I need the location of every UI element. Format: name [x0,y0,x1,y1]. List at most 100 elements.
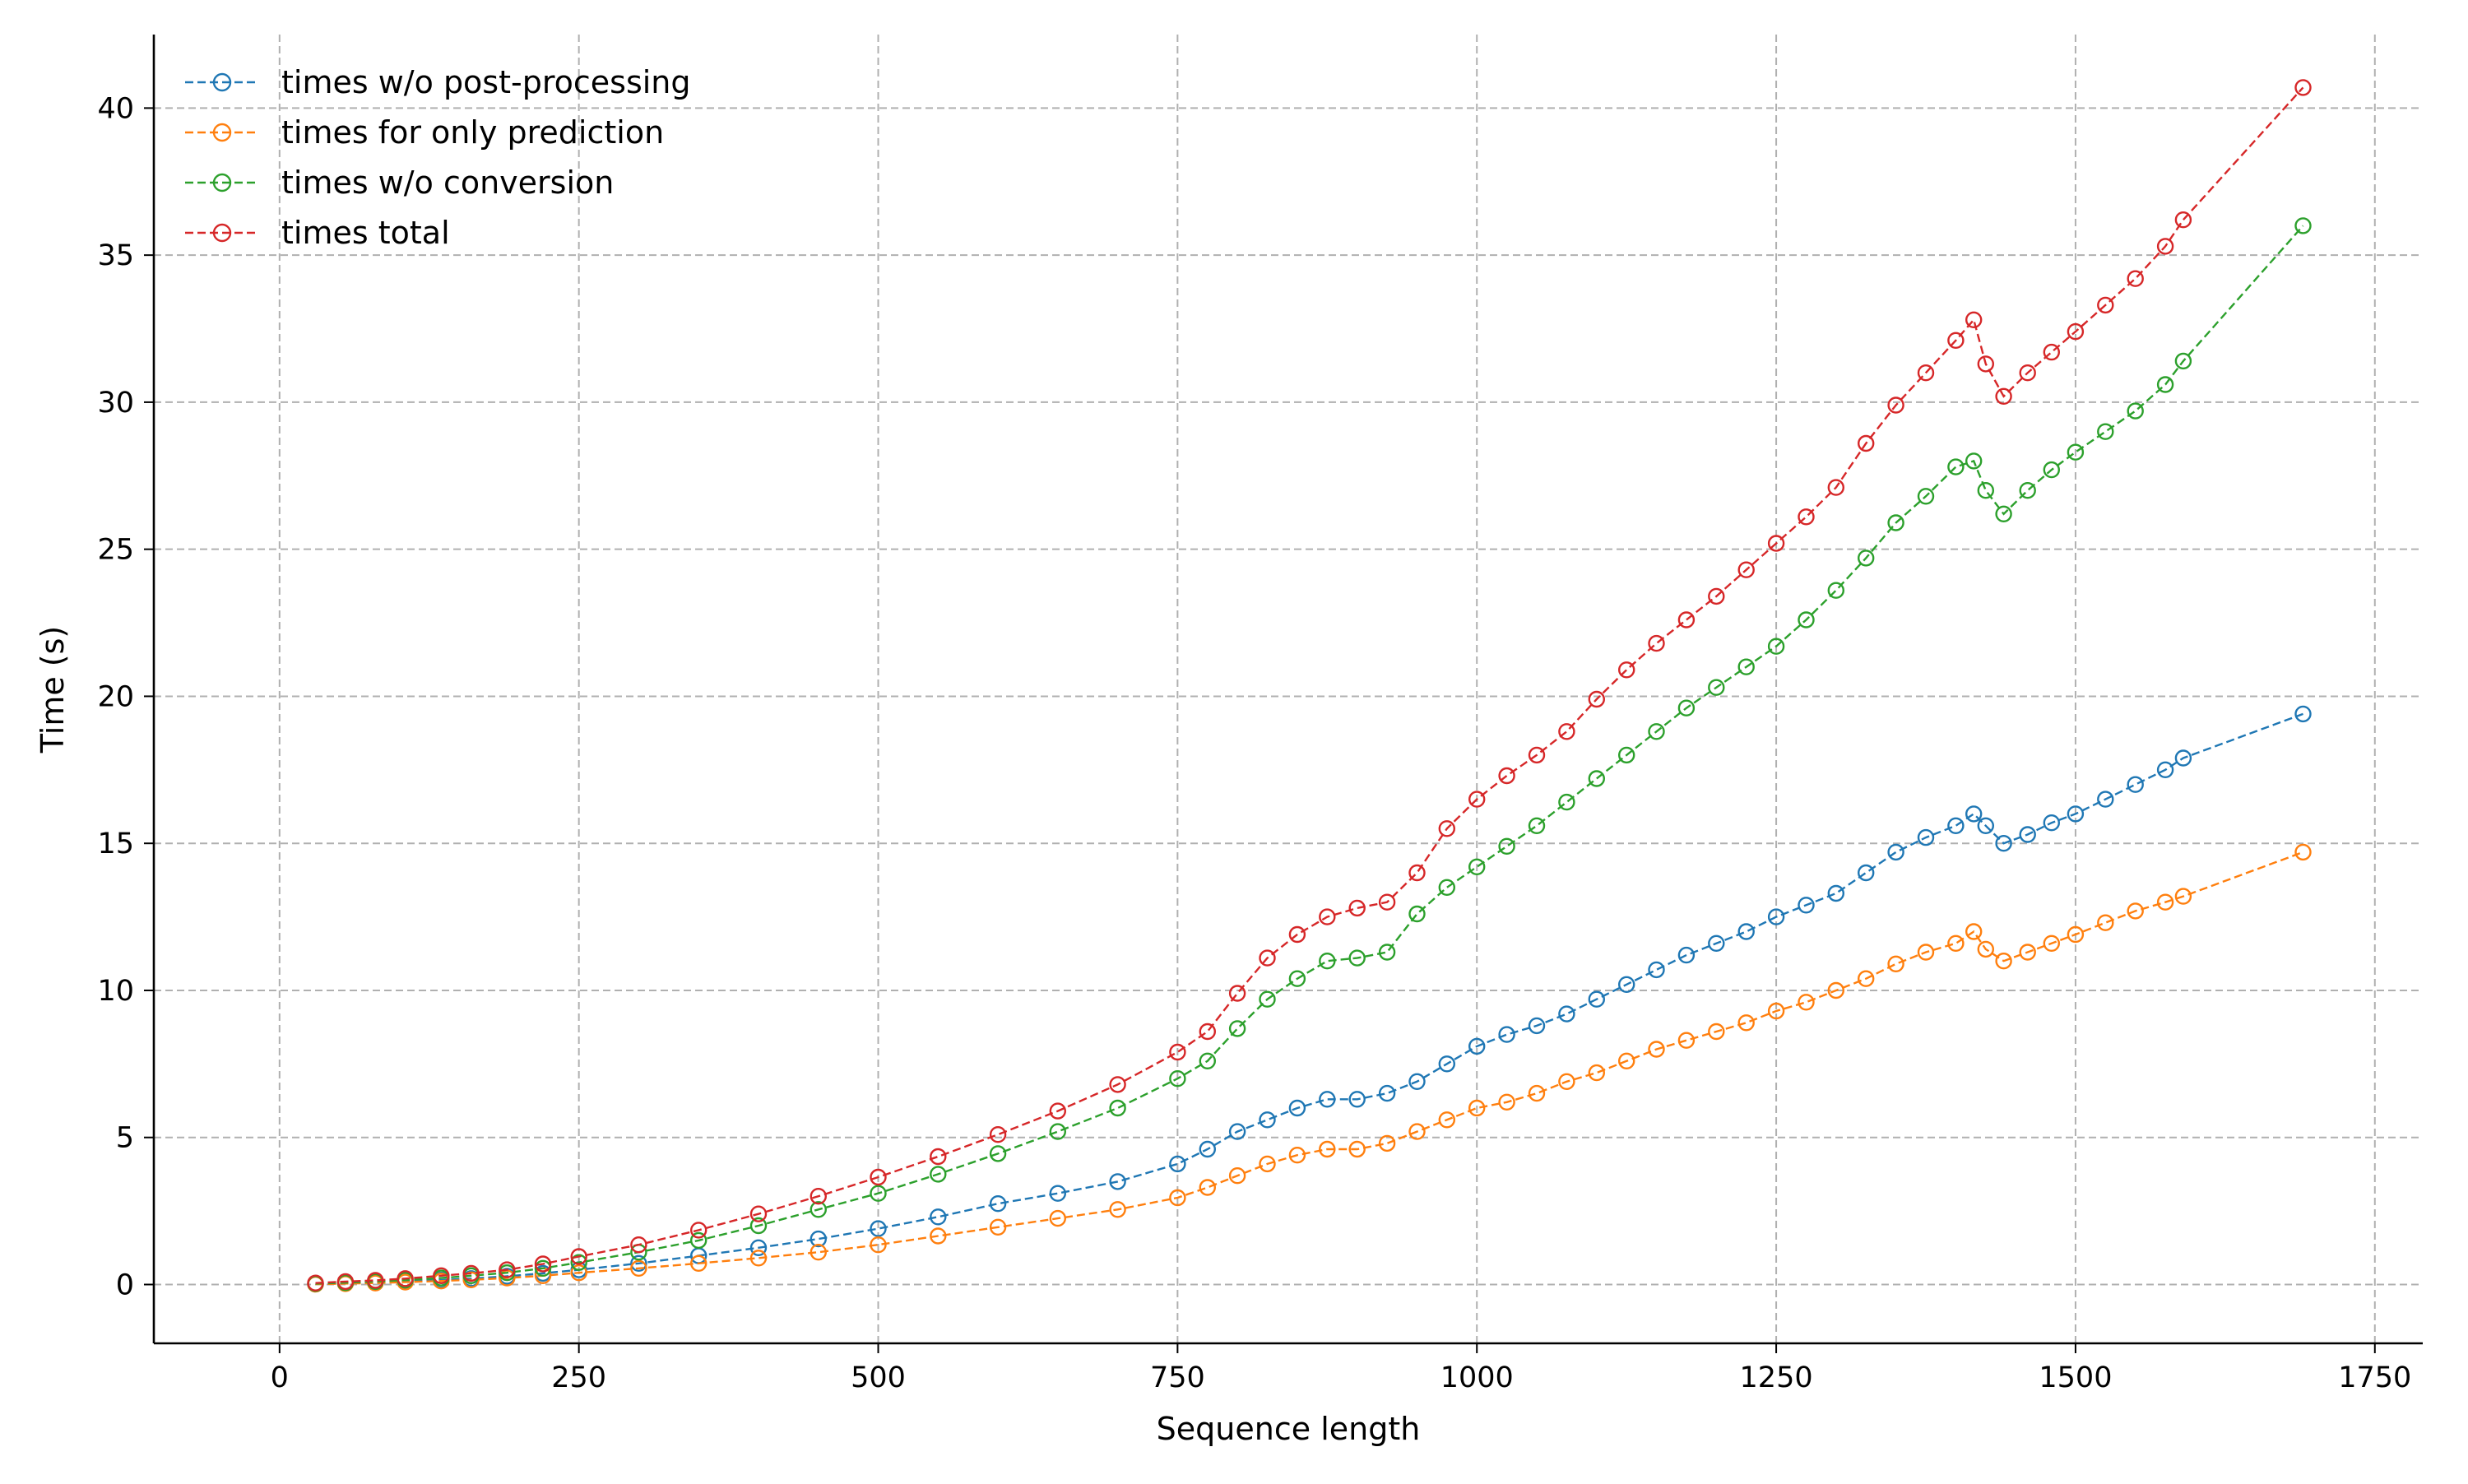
data-point [1917,944,1935,961]
data-point [1558,793,1575,811]
data-point [870,1220,887,1237]
data-point [1737,561,1755,578]
data-point [870,1236,887,1254]
legend-label: times total [281,215,450,251]
axes-layer [152,35,2423,1345]
data-point [930,1208,947,1226]
data-point [1648,1041,1665,1058]
y-tick-label: 15 [97,828,134,860]
data-point [307,1274,324,1292]
data-point [1887,514,1904,531]
data-point [2043,343,2061,361]
data-point [690,1254,707,1273]
data-point [1498,1026,1515,1043]
data-point [1995,387,2012,405]
legend-item: times for only prediction [185,114,664,151]
data-point [989,1145,1007,1162]
data-point [1228,1123,1246,1140]
legend-marker [212,72,232,92]
ticks-layer: 0 250 500 750 1000 1250 1500 1750 0 5 10 15 20 25 30 35… [97,92,2411,1394]
data-point [1588,770,1606,787]
data-point [1767,638,1785,655]
data-point [2156,238,2174,255]
data-point [989,1125,1007,1143]
data-point [630,1259,647,1278]
data-point [1288,925,1306,944]
data-point [2294,705,2312,723]
data-point [1708,587,1725,605]
data-point [1947,934,1965,953]
x-tick-label: 750 [1150,1361,1205,1394]
data-point [1319,952,1336,970]
data-point [1169,1189,1186,1207]
data-point [2097,423,2114,440]
data-point [2067,925,2085,944]
y-tick-label: 0 [116,1268,134,1301]
data-point [1648,723,1665,740]
data-point [1588,690,1606,708]
data-point [1798,897,1815,914]
data-point [2097,296,2114,314]
data-point [1348,1091,1366,1108]
data-point [1827,479,1845,496]
data-point [1648,961,1665,979]
data-point [2174,888,2192,905]
data-point [1827,582,1845,599]
data-point [534,1255,552,1273]
series-3 [307,79,2312,1292]
data-point [870,1168,887,1186]
series-1 [307,843,2312,1293]
data-point [1228,985,1246,1002]
y-axis-label: Time (s) [35,626,71,754]
data-point [749,1250,768,1267]
legend-label: times for only prediction [281,114,664,151]
x-tick-label: 1500 [2039,1361,2112,1394]
x-tick-label: 1250 [1740,1361,1813,1394]
data-point [1737,923,1755,940]
data-point [1965,923,1983,940]
data-point [1588,1064,1606,1082]
data-point [630,1236,647,1254]
data-point [1109,1173,1126,1190]
data-point [2294,843,2312,861]
data-point [1965,452,1983,470]
data-point [1169,1069,1186,1087]
x-tick-label: 250 [551,1361,606,1394]
data-point [1378,944,1396,961]
data-point [1857,434,1875,452]
data-point [570,1248,587,1265]
data-point [2067,443,2085,461]
data-point [930,1148,947,1166]
legend-marker [212,123,232,142]
data-point [1288,1146,1306,1164]
data-point [397,1270,414,1287]
data-point [1965,311,1983,328]
data-point [1947,817,1965,834]
data-point [749,1239,768,1257]
data-point [1378,893,1396,911]
data-point [1109,1076,1126,1093]
legend: times w/o post-processing times for only … [185,64,691,251]
data-point [1617,1052,1635,1070]
data-point [1259,990,1276,1008]
data-point [1677,611,1696,628]
y-tick-label: 25 [97,534,134,567]
data-point [570,1264,587,1282]
data-point [2067,322,2085,341]
data-point [2156,761,2174,778]
legend-label: times w/o conversion [281,165,614,201]
data-point [1259,949,1276,967]
data-point [1558,1005,1575,1023]
data-point [1498,1093,1515,1111]
data-point [1438,879,1456,897]
data-point [1109,1201,1126,1218]
data-point [2174,352,2192,370]
data-point [1947,458,1965,475]
x-tick-label: 1000 [1440,1361,1514,1394]
legend-label: times w/o post-processing [281,64,691,100]
data-point [2019,944,2036,961]
data-point [1348,949,1366,967]
data-point [1995,834,2012,852]
data-point [1049,1185,1067,1202]
